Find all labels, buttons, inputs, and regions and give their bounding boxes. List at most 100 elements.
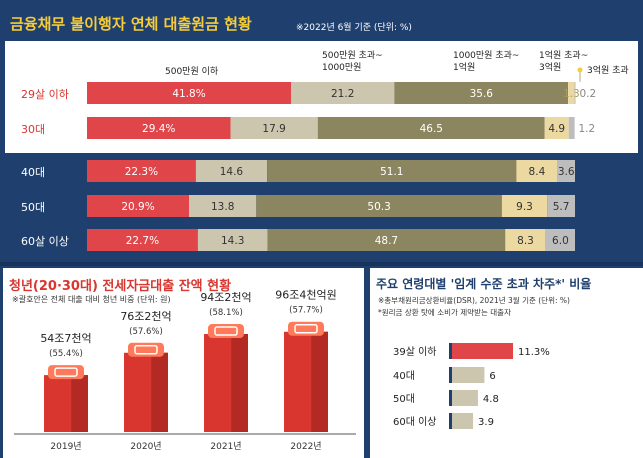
legend-label-under-5m: 500만원 이하 [165, 67, 219, 77]
ratio-value-label: 11.3% [518, 347, 550, 358]
axis-tick [449, 413, 452, 429]
row-label: 30대 [21, 123, 45, 136]
age-label: 50대 [393, 393, 415, 405]
threshold-ratio-chart: 39살 이하 11.3% 40대 6 50대 4.8 60대 이상 3.9 [393, 343, 550, 429]
year-label: 2022년 [290, 441, 321, 452]
row-label: 40대 [21, 166, 45, 179]
bar-value-label: 8.3 [517, 235, 534, 247]
bar-segment [516, 160, 558, 182]
bar-segment [545, 229, 575, 251]
ratio-value-label: 6 [489, 371, 495, 382]
bar-value-label: 21.2 [331, 88, 354, 100]
ratio-value-label: 4.8 [483, 394, 499, 405]
age-label: 60대 이상 [393, 416, 437, 428]
balance-value-label: 96조4천억원 [275, 288, 336, 302]
bar-value-label: 29.4% [142, 123, 175, 135]
bottom-left-note: ※괄호안은 전체 대출 대비 청년 비중 (단위: 원) [12, 295, 171, 304]
bar-segment [547, 195, 575, 217]
bar-segment [87, 82, 291, 104]
bar-value-label: 35.6 [470, 88, 494, 100]
top-note: ※2022년 6월 기준 (단위: %) [296, 23, 412, 33]
bar-value-label: 4.9 [548, 123, 565, 135]
balance-bar-top [208, 324, 244, 339]
bar-value-label: 5.7 [553, 201, 570, 213]
balance-bar-shade [231, 334, 248, 432]
ratio-bar [452, 367, 485, 383]
bar-segment [189, 195, 257, 217]
bar-value-label: 50.3 [367, 201, 390, 213]
legend-callout-dot [577, 67, 583, 73]
bar-value-label: 46.5 [420, 123, 443, 135]
balance-bar-top [48, 365, 84, 380]
bar-value-label: 51.1 [380, 166, 403, 178]
bar-segment [87, 160, 196, 182]
row-label: 29살 이하 [21, 87, 69, 101]
bottom-right-title: 주요 연령대별 '임계 수준 초과 차주*' 비율 [376, 277, 592, 291]
ratio-bar [452, 390, 478, 406]
bar-value-label: 22.3% [125, 166, 158, 178]
balance-bar-top-ring [134, 345, 158, 355]
bar-segment [87, 117, 231, 139]
year-label: 2020년 [130, 441, 161, 452]
bar-segment [501, 195, 548, 217]
bar-segment [195, 160, 267, 182]
share-label: (58.1%) [209, 308, 243, 318]
balance-value-label: 76조2천억 [120, 309, 171, 323]
bar-value-label: 1.3 [563, 88, 580, 100]
legend-label-10m-100m: 1000만원 초과~ 1억원 [453, 51, 520, 73]
bottom-left-title: 청년(20·30대) 전세자금대출 잔액 현황 [9, 279, 232, 294]
bar-value-label: 14.3 [221, 235, 244, 247]
year-label: 2021년 [210, 441, 241, 452]
bar-segment [197, 229, 268, 251]
share-label: (55.4%) [49, 349, 83, 359]
legend-label-100m-300m: 1억원 초과~ 3억원 [539, 51, 589, 73]
balance-bar-shade [71, 375, 88, 432]
bar-segment [568, 82, 575, 104]
year-label: 2019년 [50, 441, 81, 452]
top-title: 금융채무 불이행자 연체 대출원금 현황 [10, 15, 252, 33]
balance-bar-top [288, 321, 324, 336]
bar-segment [87, 195, 189, 217]
bar-value-label: 0.2 [580, 88, 597, 100]
bar-segment [568, 117, 575, 139]
legend-label-5m-10m: 500만원 초과~ 1000만원 [322, 51, 383, 73]
axis-tick [449, 343, 452, 359]
age-label: 39살 이하 [393, 345, 437, 358]
balance-bar-shade [151, 352, 168, 432]
bar-segment [291, 82, 395, 104]
axis-tick [449, 367, 452, 383]
bar-segment [230, 117, 318, 139]
balance-bar-top-ring [54, 367, 78, 377]
balance-bar-shade [311, 331, 328, 432]
bar-segment [256, 195, 502, 217]
balance-bar-top [128, 342, 164, 357]
bar-segment [505, 229, 546, 251]
legend-label-over-300m: 3억원 초과 [587, 66, 629, 76]
balance-bar-top-ring [294, 323, 318, 334]
age-label: 40대 [393, 370, 415, 382]
share-label: (57.7%) [289, 306, 323, 316]
ratio-bar [452, 413, 474, 429]
bar-value-label: 14.6 [220, 166, 244, 178]
bar-value-label: 8.4 [529, 166, 546, 178]
bar-value-label: 17.9 [262, 123, 285, 135]
bar-value-label: 9.3 [516, 201, 533, 213]
ratio-value-label: 3.9 [478, 417, 494, 428]
bar-value-label: 6.0 [552, 235, 569, 247]
bar-segment [574, 82, 576, 104]
balance-value-label: 54조7천억 [40, 331, 91, 345]
balance-value-label: 94조2천억 [200, 290, 251, 304]
bar-segment [267, 160, 517, 182]
bar-value-label: 1.2 [579, 123, 596, 135]
bar-value-label: 48.7 [375, 235, 398, 247]
bar-segment [544, 117, 569, 139]
row-label: 60살 이상 [21, 235, 69, 248]
bar-value-label: 22.7% [126, 235, 159, 247]
bar-segment [267, 229, 506, 251]
bar-value-label: 41.8% [172, 88, 205, 100]
bar-segment [557, 160, 575, 182]
bottom-right-panel [370, 268, 643, 458]
row-label: 50대 [21, 201, 45, 214]
bar-value-label: 20.9% [121, 201, 154, 213]
axis-tick [449, 390, 452, 406]
